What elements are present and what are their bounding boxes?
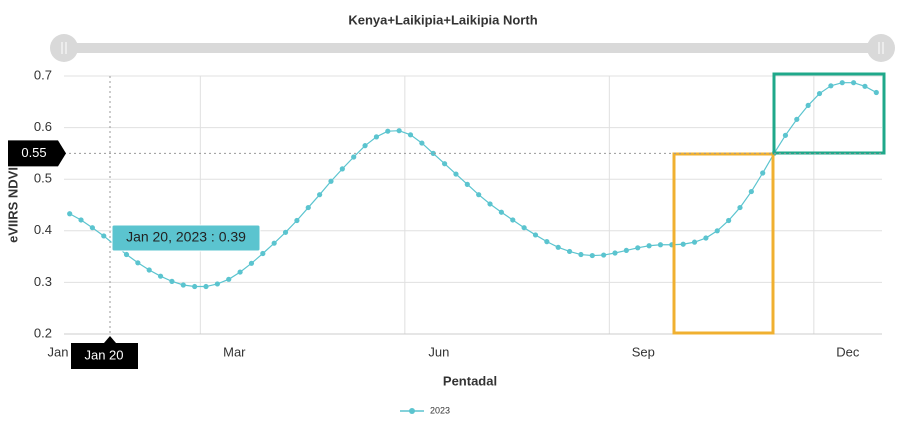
data-point <box>510 217 516 223</box>
data-point <box>635 245 641 251</box>
crosshair-x-flag <box>71 336 138 369</box>
data-point <box>464 181 470 187</box>
data-point <box>794 116 800 122</box>
data-point <box>169 278 175 284</box>
data-point <box>101 233 107 239</box>
chart-title: Kenya+Laikipia+Laikipia North <box>348 12 537 27</box>
data-point <box>305 204 311 211</box>
y-tick-label: 0.5 <box>34 171 52 186</box>
data-point <box>203 283 209 290</box>
data-point <box>828 83 834 89</box>
data-point <box>601 252 607 258</box>
data-point <box>180 282 186 288</box>
y-tick-label: 0.4 <box>34 222 52 237</box>
data-point <box>237 269 243 275</box>
data-point <box>532 232 539 238</box>
data-point <box>816 90 823 97</box>
y-axis-label: eVIIRS NDVI <box>5 167 20 243</box>
slider-handle[interactable] <box>50 34 78 62</box>
data-point <box>419 140 425 146</box>
x-tick-label: Mar <box>223 344 246 359</box>
data-point <box>453 171 459 177</box>
x-tick-label: Jan <box>48 344 69 359</box>
data-point <box>294 217 300 224</box>
data-point <box>680 241 686 247</box>
tooltip-box <box>111 224 261 252</box>
legend-marker <box>409 408 415 414</box>
data-point <box>498 209 505 215</box>
x-axis-label: Pentadal <box>443 373 497 388</box>
data-point <box>578 251 584 258</box>
data-point <box>805 102 811 109</box>
data-point <box>839 80 845 86</box>
data-point <box>589 252 595 259</box>
y-tick-label: 0.6 <box>34 119 52 134</box>
data-point <box>726 217 732 224</box>
y-tick-label: 0.2 <box>34 325 52 340</box>
series-line <box>69 82 877 288</box>
highlight-box <box>672 152 775 335</box>
crosshair-x-label: Jan 20 <box>84 347 123 362</box>
data-point <box>396 128 402 134</box>
data-point <box>407 132 414 138</box>
data-point <box>476 192 482 198</box>
data-point <box>271 240 277 246</box>
data-point <box>317 192 323 198</box>
data-point <box>260 250 266 257</box>
data-point <box>135 260 141 266</box>
data-point <box>487 201 493 207</box>
data-point <box>248 260 255 266</box>
tooltip-text: Jan 20, 2023 : 0.39 <box>126 229 246 245</box>
legend-label: 2023 <box>430 405 450 415</box>
data-point <box>691 239 698 245</box>
data-point <box>78 217 84 223</box>
data-point <box>850 80 857 86</box>
y-tick-label: 0.7 <box>34 67 52 82</box>
data-point <box>351 154 357 160</box>
data-point <box>441 161 448 167</box>
x-tick-label: Dec <box>836 344 860 359</box>
data-point <box>646 243 652 249</box>
crosshair-y-label: 0.55 <box>21 145 46 160</box>
data-point <box>521 225 527 231</box>
data-point <box>214 281 220 287</box>
data-point <box>339 166 345 172</box>
data-point <box>612 250 618 256</box>
y-tick-label: 0.3 <box>34 274 52 289</box>
data-point <box>703 235 709 241</box>
data-point <box>623 247 629 254</box>
x-tick-label: Jun <box>428 344 449 359</box>
data-point <box>157 273 164 279</box>
data-point <box>862 83 868 89</box>
data-point <box>566 248 573 255</box>
slider-track[interactable] <box>64 43 882 53</box>
data-point <box>146 267 152 273</box>
data-point <box>760 170 766 176</box>
data-point <box>385 128 391 134</box>
crosshair-y-flag <box>8 140 66 167</box>
data-point <box>328 178 334 184</box>
data-point <box>737 204 743 211</box>
data-point <box>192 283 198 290</box>
data-point <box>89 225 96 231</box>
data-point <box>544 239 550 245</box>
data-point <box>873 89 879 96</box>
data-point <box>362 143 368 149</box>
x-tick-label: Sep <box>632 344 655 359</box>
data-point <box>67 211 73 217</box>
data-point <box>748 188 754 195</box>
data-point <box>282 229 289 235</box>
data-point <box>657 242 664 248</box>
data-point <box>782 132 789 138</box>
data-point <box>714 228 720 234</box>
data-point <box>430 150 436 156</box>
data-point <box>226 276 232 282</box>
data-point <box>123 251 130 258</box>
data-point <box>555 244 561 250</box>
slider-handle[interactable] <box>867 34 895 62</box>
range-slider[interactable] <box>50 34 895 62</box>
data-point <box>373 134 380 140</box>
